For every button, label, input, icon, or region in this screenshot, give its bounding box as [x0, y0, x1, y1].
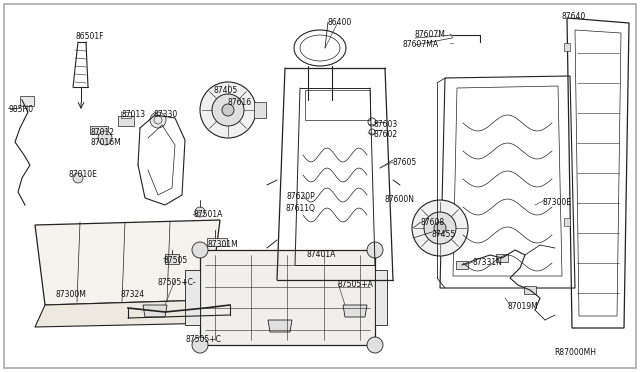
Text: 87019M: 87019M — [508, 302, 539, 311]
Text: 87016M: 87016M — [90, 138, 121, 147]
Text: 87501A: 87501A — [193, 210, 222, 219]
Circle shape — [195, 207, 205, 217]
Bar — [254, 102, 266, 118]
Text: 87607MA: 87607MA — [403, 40, 439, 49]
Text: 87600N: 87600N — [385, 195, 415, 204]
Bar — [165, 254, 179, 264]
Circle shape — [200, 82, 256, 138]
Text: 87640: 87640 — [562, 12, 586, 21]
Bar — [121, 112, 131, 118]
Text: 87602: 87602 — [374, 130, 398, 139]
Circle shape — [434, 222, 446, 234]
Bar — [375, 270, 387, 325]
Polygon shape — [35, 300, 220, 327]
Text: 87012: 87012 — [90, 128, 114, 137]
Circle shape — [98, 131, 112, 145]
Text: 87611Q: 87611Q — [286, 204, 316, 213]
Text: 87603: 87603 — [374, 120, 398, 129]
Bar — [564, 218, 570, 226]
Text: 985H0: 985H0 — [8, 105, 33, 114]
Circle shape — [412, 200, 468, 256]
Text: 87010E: 87010E — [68, 170, 97, 179]
Polygon shape — [268, 320, 292, 332]
Text: 87330: 87330 — [153, 110, 177, 119]
Circle shape — [222, 104, 234, 116]
Text: 87405: 87405 — [213, 86, 237, 95]
Polygon shape — [143, 305, 167, 317]
Text: 87505+A: 87505+A — [338, 280, 374, 289]
Text: 87620P: 87620P — [287, 192, 316, 201]
Circle shape — [367, 242, 383, 258]
Bar — [524, 286, 536, 294]
Text: 87301M: 87301M — [207, 240, 237, 249]
Text: 87300E: 87300E — [543, 198, 572, 207]
Text: 87505+C: 87505+C — [185, 335, 221, 344]
Bar — [200, 250, 375, 345]
Circle shape — [73, 173, 83, 183]
Circle shape — [192, 242, 208, 258]
Bar — [118, 116, 134, 126]
Polygon shape — [35, 220, 220, 305]
Text: 87455: 87455 — [432, 230, 456, 239]
Circle shape — [424, 212, 456, 244]
Text: R87000MH: R87000MH — [554, 348, 596, 357]
Bar — [90, 126, 108, 134]
Bar — [305, 90, 370, 120]
Text: 87300M: 87300M — [55, 290, 86, 299]
Text: 87616: 87616 — [228, 98, 252, 107]
Text: 87324: 87324 — [120, 290, 144, 299]
Circle shape — [367, 337, 383, 353]
Bar — [185, 270, 200, 325]
Text: 87013: 87013 — [121, 110, 145, 119]
Text: 86400: 86400 — [328, 18, 352, 27]
Text: 86501F: 86501F — [75, 32, 104, 41]
Text: 87605: 87605 — [393, 158, 417, 167]
Circle shape — [150, 112, 166, 128]
Text: 87608: 87608 — [421, 218, 445, 227]
Bar — [564, 43, 570, 51]
Text: 87607M: 87607M — [415, 30, 446, 39]
Polygon shape — [343, 305, 367, 317]
Bar — [207, 238, 227, 246]
Circle shape — [212, 94, 244, 126]
Circle shape — [192, 337, 208, 353]
Text: 87505: 87505 — [163, 256, 188, 265]
Text: 87331N: 87331N — [473, 258, 503, 267]
Bar — [496, 254, 508, 262]
Text: 87505+C-: 87505+C- — [158, 278, 196, 287]
Text: 87401A: 87401A — [307, 250, 337, 259]
Bar — [20, 96, 34, 106]
Bar — [456, 261, 468, 269]
